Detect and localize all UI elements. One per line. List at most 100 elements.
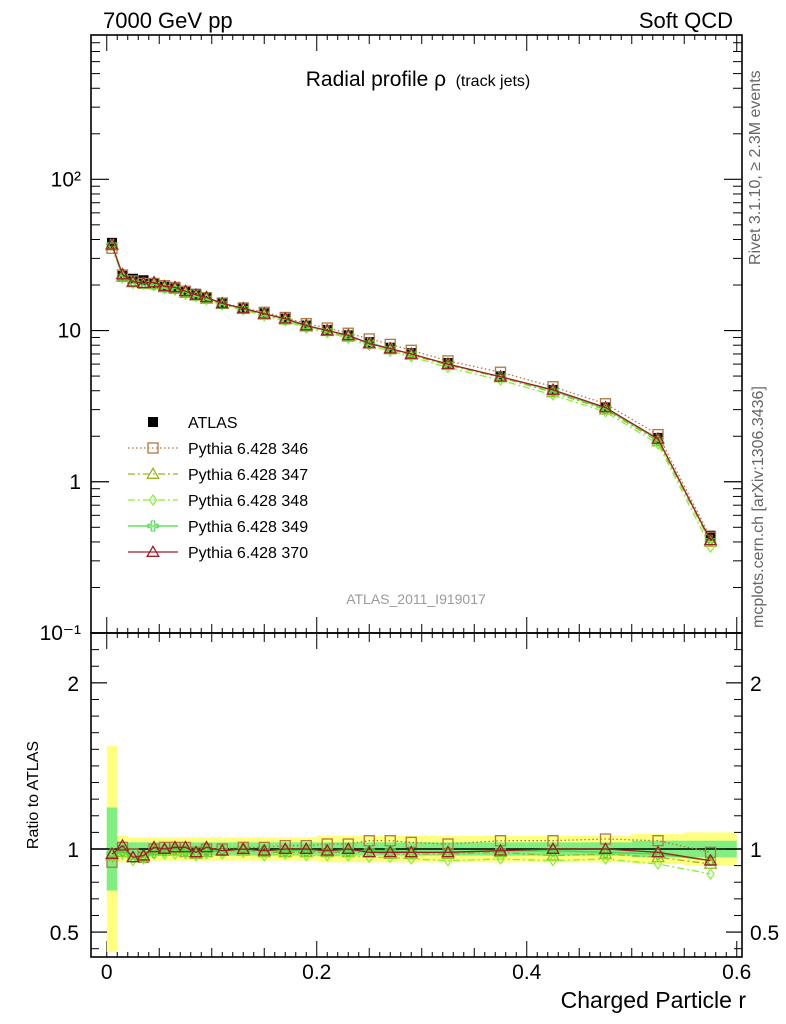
main-data-point [138, 275, 149, 286]
ratio-data-point [341, 841, 356, 854]
legend-entry: Pythia 6.428 346 [128, 441, 308, 458]
main-series-line [111, 245, 712, 543]
ratio-data-point [703, 853, 718, 866]
legend-label: ATLAS [188, 415, 238, 432]
ratio-data-point [383, 846, 398, 859]
ratio-data-point [653, 857, 663, 871]
main-data-point [149, 278, 159, 289]
header-left: 7000 GeV pp [103, 8, 233, 33]
side-label-mcplots: mcplots.cern.ch [arXiv:1306.3436] [750, 386, 767, 628]
main-data-point [116, 270, 129, 282]
main-data-point [598, 400, 613, 413]
legend: ATLAS Pythia 6.428 346 Pythia 6.428 347 Pyt… [128, 415, 308, 562]
legend-marker [148, 493, 158, 507]
ratio-data-point [126, 850, 140, 863]
x-axis-label: Charged Particle r [561, 987, 747, 1013]
legend-label: Pythia 6.428 346 [188, 441, 308, 458]
ratio-data-point [383, 845, 398, 858]
main-data-point [320, 323, 335, 336]
legend-label: Pythia 6.428 348 [188, 493, 308, 510]
main-data-point [383, 341, 398, 354]
main-data-point [199, 290, 214, 303]
main-data-point [706, 541, 715, 554]
ratio-data-point [598, 841, 613, 854]
main-data-point [215, 296, 230, 309]
ratio-data-point [548, 854, 558, 867]
main-data-point [362, 336, 377, 349]
ratio-data-point [493, 845, 508, 858]
ratio-y-tick-label-right: 1 [750, 839, 762, 862]
main-data-point [404, 346, 419, 359]
ratio-y-tick-label-right: 2 [750, 673, 762, 696]
ratio-data-point [215, 843, 230, 856]
ratio-data-point [386, 851, 395, 864]
main-series-line [111, 244, 712, 541]
main-data-point [442, 355, 454, 367]
ratio-data-point [178, 840, 193, 853]
main-data-point [547, 381, 559, 393]
ratio-data-point [170, 847, 180, 861]
ratio-data-point [320, 845, 335, 858]
main-data-point [168, 280, 182, 293]
main-data-point [546, 382, 560, 395]
ratio-data-point [443, 854, 453, 867]
header-right: Soft QCD [639, 8, 733, 33]
ratio-series-line [111, 844, 711, 862]
main-data-point [599, 402, 612, 415]
legend-marker [147, 520, 159, 532]
main-data-point [364, 336, 375, 347]
ratio-data-point [200, 845, 213, 857]
ratio-data-point [706, 867, 715, 880]
main-data-point [652, 434, 664, 446]
ratio-data-point [651, 845, 665, 858]
legend-marker [146, 544, 160, 557]
chart-title: Radial profile ρ (track jets) [306, 68, 530, 91]
main-data-point [236, 301, 251, 314]
ratio-data-point [106, 856, 118, 868]
ratio-panel-frame [90, 632, 743, 958]
ratio-data-point [107, 849, 117, 862]
legend-label: Pythia 6.428 370 [188, 545, 308, 562]
ratio-y-tick-label: 0.5 [50, 922, 79, 945]
ratio-data-point [189, 846, 203, 859]
main-panel-frame [90, 34, 743, 634]
main-data-point [548, 388, 558, 402]
ratio-data-point [199, 840, 214, 853]
ratio-data-point [278, 845, 293, 858]
main-data-point [278, 311, 293, 324]
ratio-data-point [302, 849, 311, 862]
main-y-tick-label: 10⁻¹ [40, 622, 81, 645]
main-data-point [342, 327, 354, 339]
ratio-data-point [136, 848, 151, 861]
legend-entry: Pythia 6.428 349 [128, 519, 308, 536]
ratio-data-point [441, 846, 455, 859]
main-data-point [191, 288, 201, 299]
x-tick-label: 0.2 [302, 961, 331, 984]
main-data-point [147, 275, 161, 288]
x-tick-label: 0.6 [722, 961, 751, 984]
ratio-data-point [157, 841, 172, 854]
ratio-data-point [344, 849, 353, 862]
ratio-data-point [599, 846, 612, 858]
ratio-data-point [147, 840, 161, 853]
ratio-data-point [257, 843, 272, 856]
x-tick-label: 0.4 [512, 961, 542, 984]
main-data-point [299, 318, 314, 331]
ratio-data-point [546, 841, 560, 854]
legend-entry: Pythia 6.428 347 [128, 466, 308, 484]
main-panel: 10⁻¹ 1 10 10² [40, 34, 742, 645]
main-data-point [651, 431, 665, 444]
ratio-y-tick-label-right: 0.5 [750, 922, 779, 945]
main-data-point [189, 287, 203, 300]
ratio-data-point [407, 852, 416, 866]
ratio-data-point [323, 849, 332, 862]
ratio-data-point [441, 845, 455, 858]
legend-entry: ATLAS [148, 415, 238, 432]
main-y-tick-label: 10 [58, 320, 81, 343]
main-y-tick-label: 10² [51, 168, 81, 191]
ratio-y-tick-label: 1 [67, 839, 79, 862]
ratio-data-point [601, 852, 610, 866]
main-data-point [257, 306, 272, 319]
legend-label: Pythia 6.428 347 [188, 467, 308, 484]
x-tick-label: 0 [101, 961, 113, 984]
